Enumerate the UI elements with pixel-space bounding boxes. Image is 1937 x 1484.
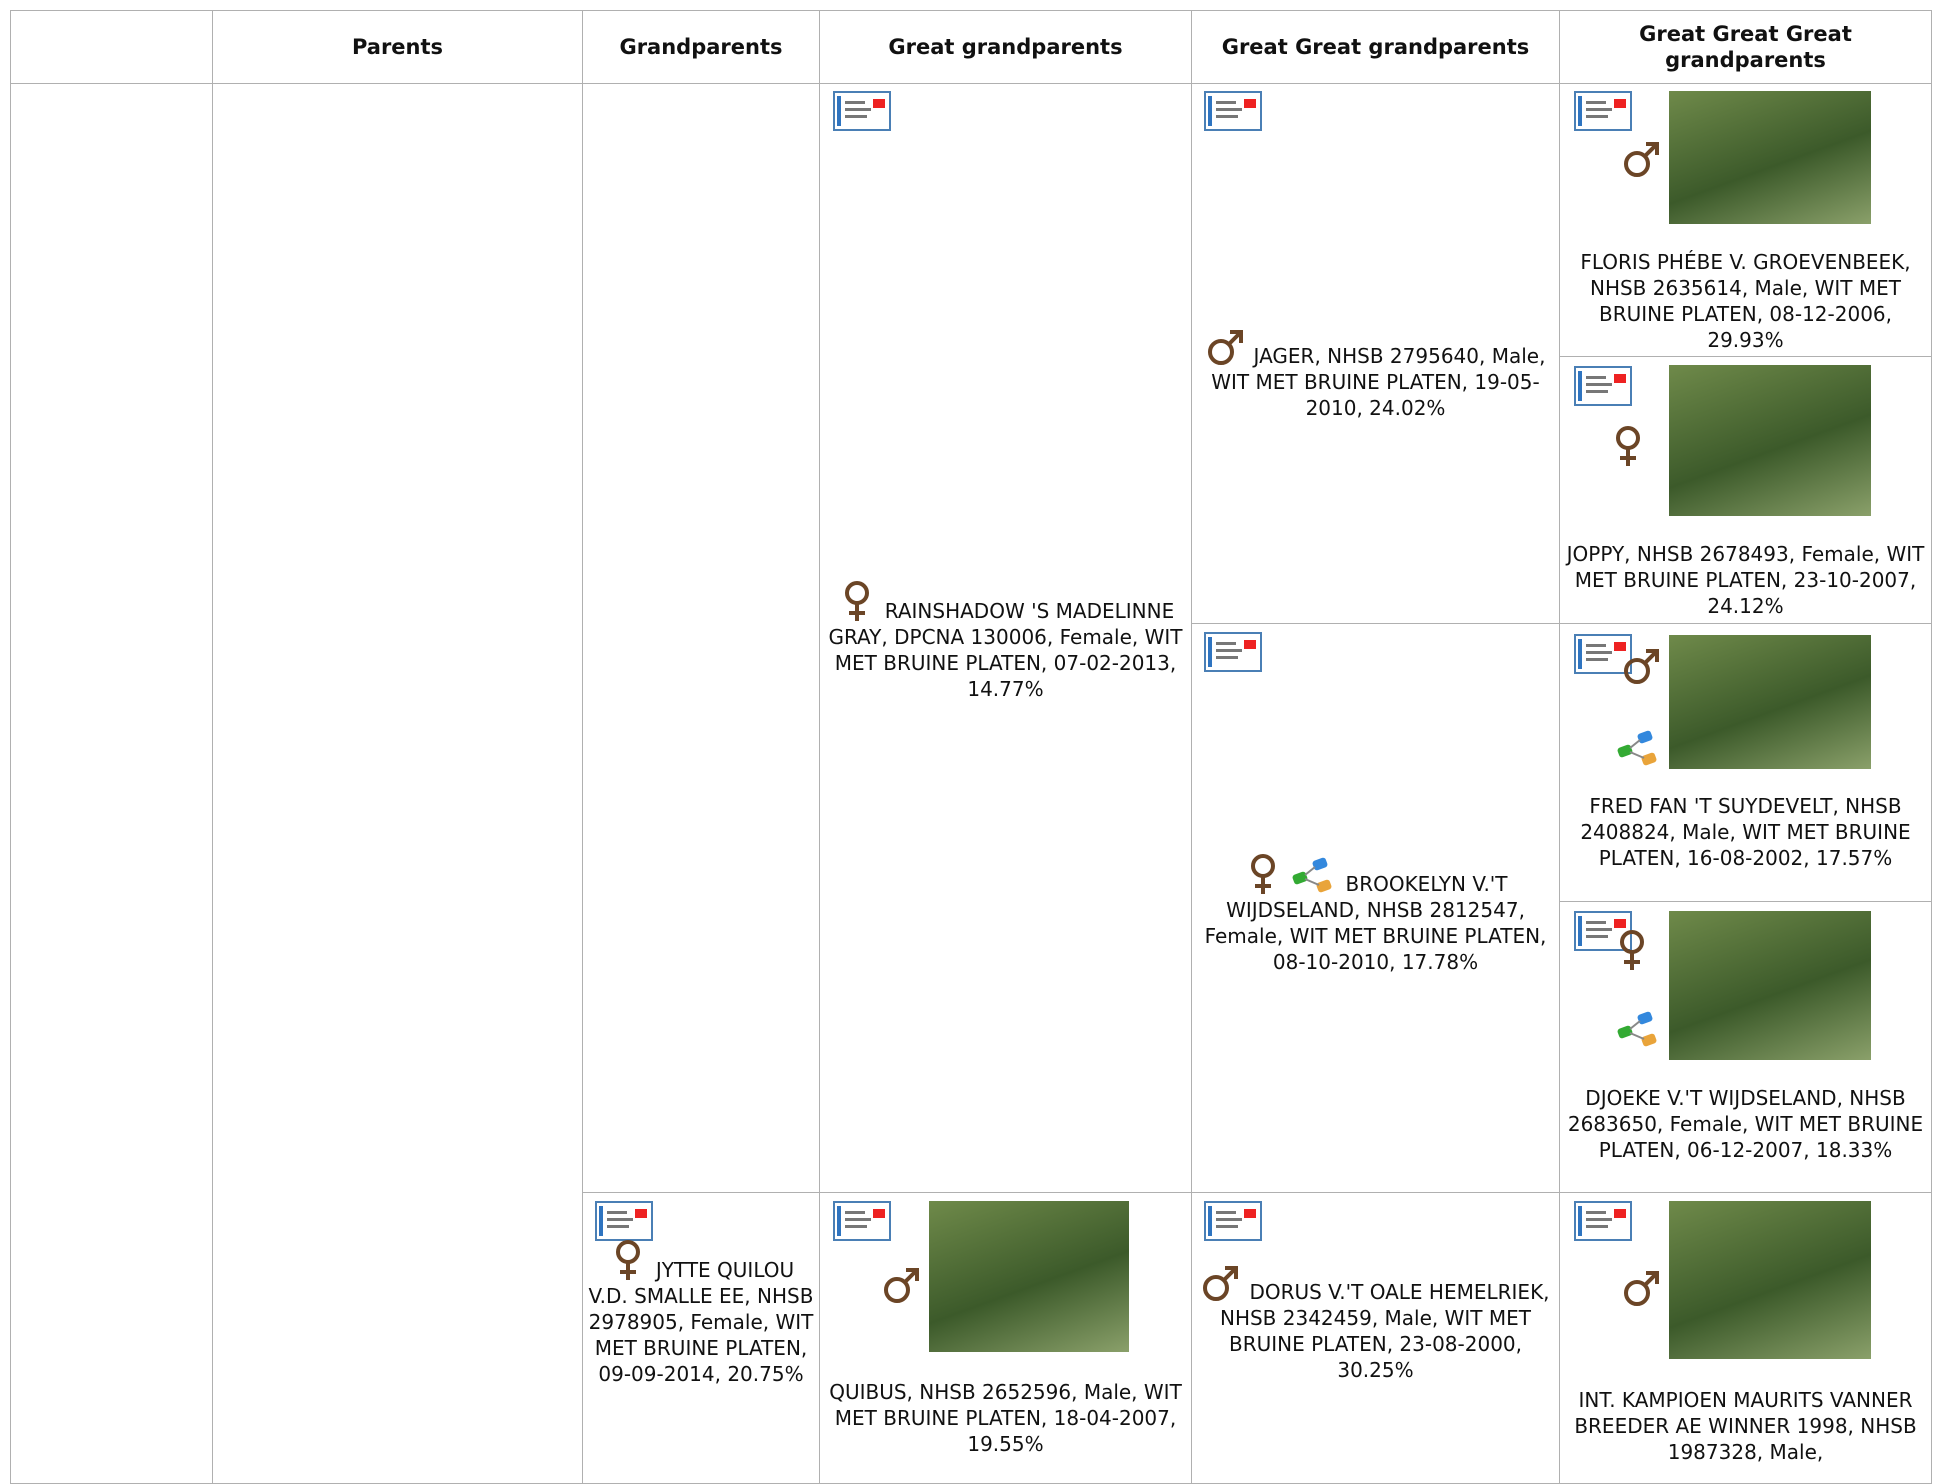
dog-photo bbox=[1669, 635, 1871, 769]
header-cell: Great Great Great grandparents bbox=[1559, 10, 1932, 84]
dog-description: DORUS V.'T OALE HEMELRIEK, NHSB 2342459,… bbox=[1196, 1261, 1555, 1383]
dog-description: QUIBUS, NHSB 2652596, Male, WIT MET BRUI… bbox=[824, 1379, 1187, 1457]
details-icon[interactable] bbox=[1574, 1201, 1632, 1241]
header-cell bbox=[10, 10, 213, 84]
dog-cell: RAINSHADOW 'S MADELINNE GRAY, DPCNA 1300… bbox=[819, 83, 1192, 1193]
dog-photo bbox=[929, 1201, 1129, 1352]
sex-icon bbox=[1620, 930, 1644, 970]
dog-description: JYTTE QUILOU V.D. SMALLE EE, NHSB 297890… bbox=[587, 1239, 815, 1387]
litter-icon[interactable] bbox=[1291, 855, 1337, 895]
details-icon[interactable] bbox=[1204, 1201, 1262, 1241]
sex-icon bbox=[1207, 330, 1243, 365]
header-cell: Great Great grandparents bbox=[1191, 10, 1560, 84]
dog-cell: BROOKELYN V.'T WIJDSELAND, NHSB 2812547,… bbox=[1191, 623, 1560, 1193]
details-icon[interactable] bbox=[1574, 91, 1632, 131]
sex-icon bbox=[884, 1268, 919, 1303]
dog-text: DJOEKE V.'T WIJDSELAND, NHSB 2683650, Fe… bbox=[1567, 1086, 1924, 1162]
details-icon[interactable] bbox=[833, 1201, 891, 1241]
dog-text: DORUS V.'T OALE HEMELRIEK, NHSB 2342459,… bbox=[1219, 1280, 1550, 1382]
sex-icon bbox=[844, 581, 869, 621]
empty-cell bbox=[10, 83, 213, 1484]
dog-text: JYTTE QUILOU V.D. SMALLE EE, NHSB 297890… bbox=[588, 1258, 814, 1386]
dog-cell: QUIBUS, NHSB 2652596, Male, WIT MET BRUI… bbox=[819, 1192, 1192, 1484]
litter-icon[interactable] bbox=[1616, 728, 1662, 768]
details-icon[interactable] bbox=[1204, 632, 1262, 672]
sex-icon bbox=[1251, 854, 1276, 894]
dog-text: QUIBUS, NHSB 2652596, Male, WIT MET BRUI… bbox=[829, 1380, 1182, 1456]
details-icon[interactable] bbox=[1204, 91, 1262, 131]
dog-description: JAGER, NHSB 2795640, Male, WIT MET BRUIN… bbox=[1196, 325, 1555, 421]
empty-cell bbox=[582, 83, 820, 1193]
header-cell: Parents bbox=[212, 10, 583, 84]
details-icon[interactable] bbox=[1574, 366, 1632, 406]
dog-description: RAINSHADOW 'S MADELINNE GRAY, DPCNA 1300… bbox=[824, 580, 1187, 702]
dog-text: RAINSHADOW 'S MADELINNE GRAY, DPCNA 1300… bbox=[828, 599, 1183, 701]
dog-cell: FLORIS PHÉBE V. GROEVENBEEK, NHSB 263561… bbox=[1559, 83, 1932, 357]
sex-icon bbox=[1203, 1266, 1239, 1301]
details-icon[interactable] bbox=[595, 1201, 653, 1241]
dog-text: JAGER, NHSB 2795640, Male, WIT MET BRUIN… bbox=[1211, 344, 1546, 420]
empty-cell bbox=[212, 83, 583, 1484]
sex-icon bbox=[1624, 1271, 1659, 1306]
dog-description: JOPPY, NHSB 2678493, Female, WIT MET BRU… bbox=[1564, 541, 1927, 619]
sex-icon bbox=[1616, 426, 1640, 466]
dog-photo bbox=[1669, 365, 1871, 516]
dog-text: FRED FAN 'T SUYDEVELT, NHSB 2408824, Mal… bbox=[1580, 794, 1911, 870]
dog-cell: DJOEKE V.'T WIJDSELAND, NHSB 2683650, Fe… bbox=[1559, 901, 1932, 1193]
dog-cell: DORUS V.'T OALE HEMELRIEK, NHSB 2342459,… bbox=[1191, 1192, 1560, 1484]
dog-description: DJOEKE V.'T WIJDSELAND, NHSB 2683650, Fe… bbox=[1564, 1085, 1927, 1163]
dog-cell: FRED FAN 'T SUYDEVELT, NHSB 2408824, Mal… bbox=[1559, 623, 1932, 902]
details-icon[interactable] bbox=[1574, 634, 1632, 674]
dog-cell: INT. KAMPIOEN MAURITS VANNER BREEDER AE … bbox=[1559, 1192, 1932, 1484]
dog-text: JOPPY, NHSB 2678493, Female, WIT MET BRU… bbox=[1566, 542, 1925, 618]
header-cell: Great grandparents bbox=[819, 10, 1192, 84]
sex-icon bbox=[1624, 142, 1659, 177]
sex-icon bbox=[615, 1240, 640, 1280]
details-icon[interactable] bbox=[833, 91, 891, 131]
litter-icon[interactable] bbox=[1616, 1009, 1662, 1049]
dog-cell: JAGER, NHSB 2795640, Male, WIT MET BRUIN… bbox=[1191, 83, 1560, 624]
header-cell: Grandparents bbox=[582, 10, 820, 84]
dog-cell: JOPPY, NHSB 2678493, Female, WIT MET BRU… bbox=[1559, 356, 1932, 624]
dog-cell: JYTTE QUILOU V.D. SMALLE EE, NHSB 297890… bbox=[582, 1192, 820, 1484]
dog-description: INT. KAMPIOEN MAURITS VANNER BREEDER AE … bbox=[1564, 1387, 1927, 1465]
dog-description: FLORIS PHÉBE V. GROEVENBEEK, NHSB 263561… bbox=[1564, 249, 1927, 353]
dog-text: INT. KAMPIOEN MAURITS VANNER BREEDER AE … bbox=[1574, 1388, 1917, 1464]
dog-photo bbox=[1669, 1201, 1871, 1359]
dog-text: FLORIS PHÉBE V. GROEVENBEEK, NHSB 263561… bbox=[1580, 250, 1911, 352]
dog-text: BROOKELYN V.'T WIJDSELAND, NHSB 2812547,… bbox=[1204, 872, 1547, 974]
dog-photo bbox=[1669, 911, 1871, 1060]
dog-photo bbox=[1669, 91, 1871, 224]
sex-icon bbox=[1624, 649, 1659, 684]
dog-description: BROOKELYN V.'T WIJDSELAND, NHSB 2812547,… bbox=[1196, 853, 1555, 975]
dog-description: FRED FAN 'T SUYDEVELT, NHSB 2408824, Mal… bbox=[1564, 793, 1927, 871]
